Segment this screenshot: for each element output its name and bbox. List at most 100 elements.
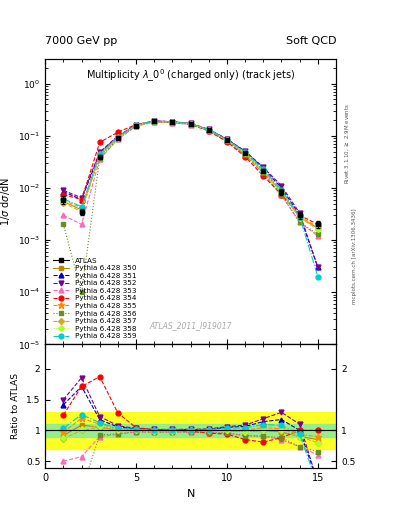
Pythia 6.428 350 <box>116 135 120 141</box>
Pythia 6.428 357 <box>225 137 230 143</box>
Pythia 6.428 356 <box>79 289 84 295</box>
Pythia 6.428 359 <box>152 118 156 124</box>
Pythia 6.428 358 <box>225 137 230 143</box>
Pythia 6.428 356 <box>298 219 302 225</box>
Pythia 6.428 358 <box>279 188 284 195</box>
Pythia 6.428 351 <box>243 148 248 155</box>
Pythia 6.428 353 <box>279 193 284 199</box>
Pythia 6.428 351 <box>298 212 302 218</box>
Pythia 6.428 357 <box>79 209 84 215</box>
Pythia 6.428 359 <box>298 214 302 220</box>
Pythia 6.428 354 <box>134 121 138 127</box>
Pythia 6.428 353 <box>79 221 84 227</box>
Pythia 6.428 359 <box>243 149 248 155</box>
Pythia 6.428 352 <box>134 122 138 128</box>
Pythia 6.428 350 <box>61 199 66 205</box>
Pythia 6.428 355 <box>79 205 84 211</box>
Pythia 6.428 358 <box>261 168 266 174</box>
Pythia 6.428 350 <box>206 127 211 133</box>
X-axis label: N: N <box>186 489 195 499</box>
Pythia 6.428 356 <box>279 191 284 198</box>
Y-axis label: 1/$\sigma$ d$\sigma$/dN: 1/$\sigma$ d$\sigma$/dN <box>0 177 12 226</box>
Pythia 6.428 356 <box>188 121 193 127</box>
Line: Pythia 6.428 358: Pythia 6.428 358 <box>61 119 320 231</box>
Pythia 6.428 354 <box>61 191 66 198</box>
Pythia 6.428 358 <box>61 199 66 205</box>
Pythia 6.428 352 <box>298 210 302 216</box>
Pythia 6.428 359 <box>170 119 175 125</box>
Pythia 6.428 354 <box>279 191 284 198</box>
Pythia 6.428 356 <box>316 231 320 237</box>
Pythia 6.428 350 <box>79 207 84 213</box>
Pythia 6.428 355 <box>134 122 138 129</box>
Pythia 6.428 359 <box>316 273 320 280</box>
Pythia 6.428 353 <box>152 119 156 125</box>
Pythia 6.428 357 <box>116 135 120 141</box>
Pythia 6.428 356 <box>225 138 230 144</box>
Pythia 6.428 356 <box>261 170 266 177</box>
Pythia 6.428 351 <box>152 118 156 124</box>
Pythia 6.428 354 <box>316 221 320 227</box>
Pythia 6.428 357 <box>97 153 102 159</box>
Line: Pythia 6.428 351: Pythia 6.428 351 <box>61 119 320 270</box>
Pythia 6.428 355 <box>206 127 211 133</box>
Text: Rivet 3.1.10, $\geq$ 2.9M events: Rivet 3.1.10, $\geq$ 2.9M events <box>344 103 351 184</box>
Pythia 6.428 359 <box>261 166 266 172</box>
Pythia 6.428 356 <box>170 119 175 125</box>
Line: Pythia 6.428 357: Pythia 6.428 357 <box>61 119 320 231</box>
Pythia 6.428 351 <box>134 122 138 128</box>
Pythia 6.428 357 <box>134 122 138 129</box>
Pythia 6.428 359 <box>79 203 84 209</box>
Pythia 6.428 358 <box>243 151 248 157</box>
Pythia 6.428 357 <box>261 168 266 174</box>
Pythia 6.428 354 <box>261 173 266 179</box>
Text: ATLAS_2011_I919017: ATLAS_2011_I919017 <box>149 321 232 330</box>
Line: Pythia 6.428 355: Pythia 6.428 355 <box>60 118 321 230</box>
Pythia 6.428 355 <box>243 150 248 156</box>
Pythia 6.428 351 <box>61 188 66 195</box>
Pythia 6.428 358 <box>206 127 211 133</box>
Pythia 6.428 358 <box>134 122 138 129</box>
Pythia 6.428 352 <box>243 148 248 154</box>
Pythia 6.428 358 <box>152 118 156 124</box>
Pythia 6.428 357 <box>188 121 193 127</box>
Pythia 6.428 359 <box>134 122 138 128</box>
Pythia 6.428 354 <box>116 129 120 135</box>
Pythia 6.428 358 <box>298 215 302 221</box>
Bar <box>45 424 336 437</box>
Pythia 6.428 350 <box>298 215 302 221</box>
Pythia 6.428 353 <box>316 233 320 239</box>
Pythia 6.428 353 <box>298 219 302 225</box>
Pythia 6.428 352 <box>225 136 230 142</box>
Line: Pythia 6.428 350: Pythia 6.428 350 <box>61 119 320 230</box>
Pythia 6.428 351 <box>206 126 211 133</box>
Pythia 6.428 352 <box>261 164 266 170</box>
Legend: ATLAS, Pythia 6.428 350, Pythia 6.428 351, Pythia 6.428 352, Pythia 6.428 353, P: ATLAS, Pythia 6.428 350, Pythia 6.428 35… <box>52 256 138 341</box>
Y-axis label: Ratio to ATLAS: Ratio to ATLAS <box>11 373 20 439</box>
Pythia 6.428 359 <box>225 137 230 143</box>
Pythia 6.428 355 <box>279 188 284 194</box>
Pythia 6.428 359 <box>61 196 66 202</box>
Pythia 6.428 354 <box>298 212 302 218</box>
Pythia 6.428 350 <box>188 121 193 127</box>
Pythia 6.428 357 <box>243 151 248 157</box>
Pythia 6.428 356 <box>206 128 211 134</box>
Pythia 6.428 354 <box>79 197 84 203</box>
Pythia 6.428 351 <box>279 185 284 191</box>
Pythia 6.428 353 <box>116 136 120 142</box>
Pythia 6.428 355 <box>152 118 156 124</box>
Pythia 6.428 353 <box>225 138 230 144</box>
Pythia 6.428 352 <box>316 264 320 270</box>
Pythia 6.428 351 <box>97 150 102 156</box>
Pythia 6.428 353 <box>261 170 266 177</box>
Pythia 6.428 358 <box>188 121 193 127</box>
Pythia 6.428 358 <box>170 119 175 125</box>
Pythia 6.428 359 <box>116 134 120 140</box>
Pythia 6.428 356 <box>97 155 102 161</box>
Pythia 6.428 354 <box>152 118 156 124</box>
Pythia 6.428 354 <box>188 121 193 127</box>
Pythia 6.428 352 <box>61 187 66 194</box>
Pythia 6.428 355 <box>225 137 230 143</box>
Pythia 6.428 352 <box>116 133 120 139</box>
Pythia 6.428 351 <box>170 119 175 125</box>
